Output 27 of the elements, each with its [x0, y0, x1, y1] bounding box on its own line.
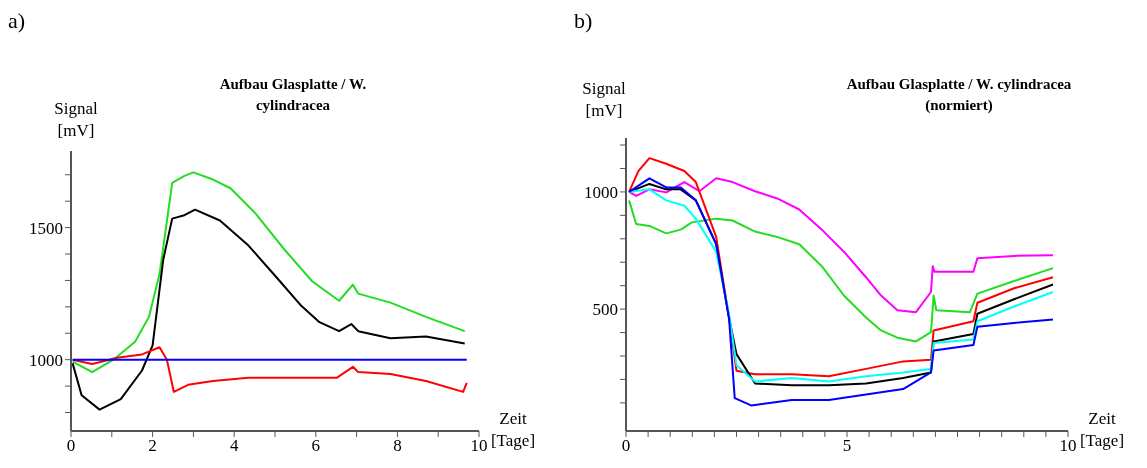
text: a)	[8, 8, 26, 34]
x-axis-title: Zeit [Tage]	[1079, 409, 1125, 450]
line-series	[71, 346, 468, 393]
x-tick-label: 6	[311, 436, 321, 456]
line-series	[71, 171, 466, 374]
y-axis-title: Signal [mV]	[53, 98, 99, 142]
y-tick-label: 500	[592, 300, 618, 320]
chart-title: Aufbau Glasplatte / W. cylindracea	[218, 75, 368, 115]
y-tick-label: 1500	[29, 218, 63, 238]
x-tick-label: 0	[621, 436, 631, 456]
x-tick-label: 4	[229, 436, 239, 456]
chart-subtitle: (normiert)	[924, 96, 994, 115]
x-tick-label: 10	[1059, 436, 1077, 456]
x-tick-label: 2	[148, 436, 157, 456]
x-tick-label: 10	[470, 436, 488, 456]
x-tick-label: 8	[393, 436, 402, 456]
y-axis-title: Signal [mV]	[581, 78, 627, 122]
line-series	[628, 177, 1054, 314]
x-tick-label: 0	[66, 436, 76, 456]
y-tick-label: 1000	[29, 350, 63, 370]
line-series	[71, 208, 466, 411]
x-tick-label: 5	[842, 436, 852, 456]
chart-title: Aufbau Glasplatte / W. cylindracea	[845, 75, 1073, 94]
line-series	[628, 199, 1054, 343]
x-axis-title: Zeit [Tage]	[490, 409, 536, 450]
y-tick-label: 1000	[584, 182, 618, 202]
text: b)	[574, 8, 593, 34]
